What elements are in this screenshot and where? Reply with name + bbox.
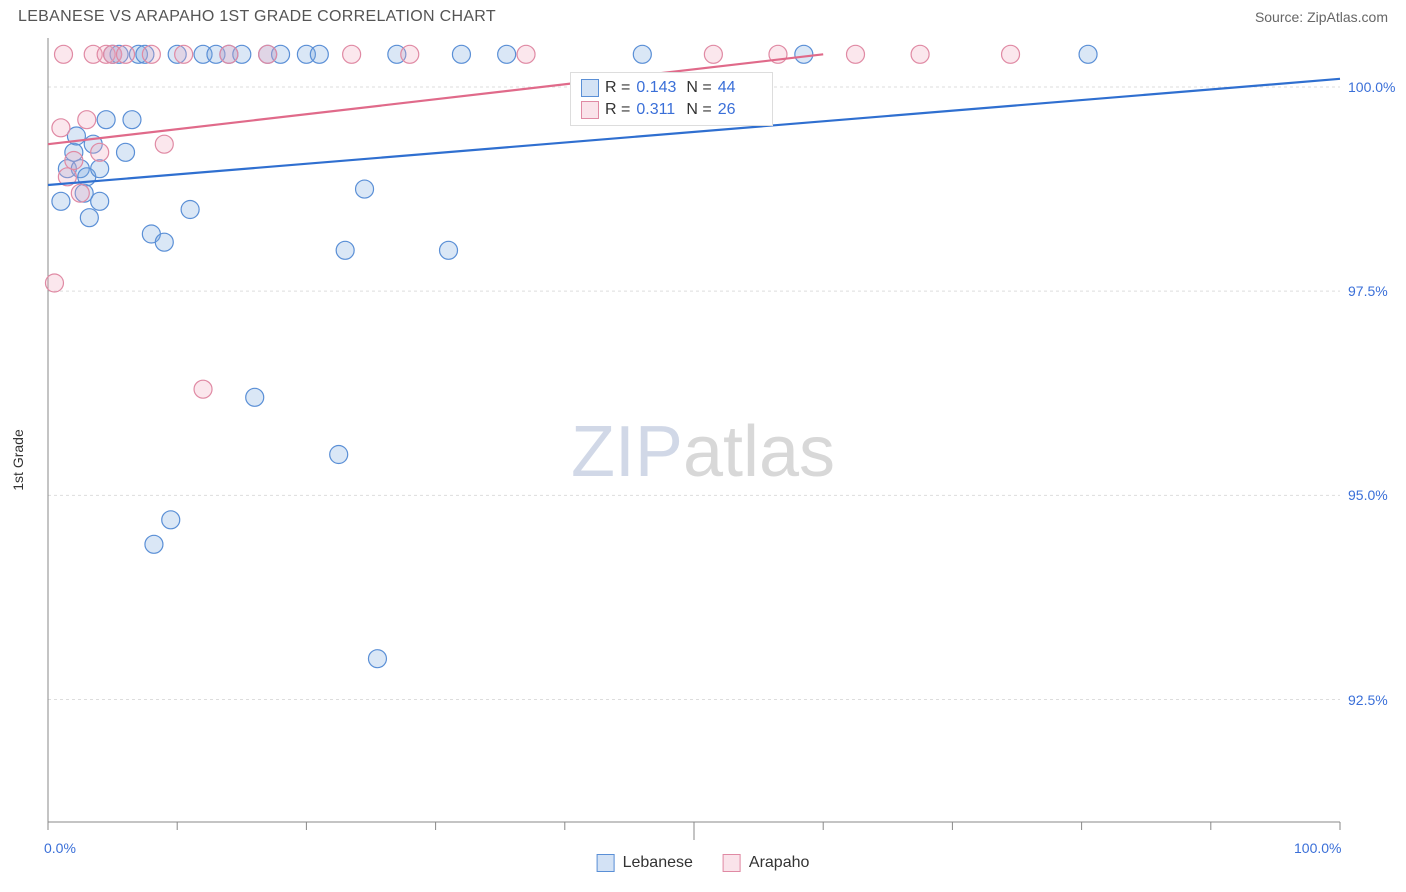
data-point [117,45,135,63]
r-label: R = [605,101,630,119]
data-point [330,446,348,464]
data-point [498,45,516,63]
data-point [155,135,173,153]
r-label: R = [605,79,630,97]
data-point [65,152,83,170]
data-point [181,201,199,219]
data-point [97,111,115,129]
legend-swatch [581,79,599,97]
data-point [117,143,135,161]
n-label: N = [686,79,711,97]
series-legend-item: Arapaho [723,854,810,872]
data-point [194,380,212,398]
n-label: N = [686,101,711,119]
r-value: 0.143 [636,79,680,97]
data-point [368,650,386,668]
header: LEBANESE VS ARAPAHO 1ST GRADE CORRELATIO… [0,0,1406,32]
data-point [401,45,419,63]
stats-legend-row: R = 0.143 N = 44 [581,77,762,99]
series-name: Lebanese [623,854,693,872]
chart-title: LEBANESE VS ARAPAHO 1ST GRADE CORRELATIO… [18,8,496,26]
y-tick-label: 95.0% [1348,487,1388,503]
data-point [336,241,354,259]
data-point [91,192,109,210]
data-point [847,45,865,63]
data-point [704,45,722,63]
data-point [356,180,374,198]
x-tick-label: 100.0% [1294,840,1341,856]
stats-legend-row: R = 0.311 N = 26 [581,99,762,121]
plot-wrapper: 1st Grade ZIPatlas R =0.143N =44R =0.311… [0,32,1406,888]
data-point [452,45,470,63]
data-point [310,45,328,63]
data-point [123,111,141,129]
data-point [52,192,70,210]
y-tick-label: 92.5% [1348,692,1388,708]
r-value: 0.311 [636,101,680,119]
data-point [78,111,96,129]
data-point [71,184,89,202]
data-point [343,45,361,63]
source-prefix: Source: [1255,9,1307,25]
data-point [1002,45,1020,63]
y-tick-label: 97.5% [1348,283,1388,299]
data-point [220,45,238,63]
data-point [162,511,180,529]
data-point [45,274,63,292]
n-value: 26 [718,101,762,119]
series-legend-item: Lebanese [597,854,693,872]
data-point [145,535,163,553]
source-label: Source: ZipAtlas.com [1255,9,1388,25]
series-legend: Lebanese Arapaho [597,854,810,872]
data-point [142,45,160,63]
data-point [1079,45,1097,63]
data-point [91,160,109,178]
legend-swatch [723,854,741,872]
data-point [55,45,73,63]
data-point [633,45,651,63]
y-tick-label: 100.0% [1348,79,1395,95]
data-point [911,45,929,63]
data-point [246,388,264,406]
data-point [52,119,70,137]
series-name: Arapaho [749,854,810,872]
data-point [155,233,173,251]
legend-swatch [597,854,615,872]
source-link[interactable]: ZipAtlas.com [1307,9,1388,25]
data-point [440,241,458,259]
data-point [259,45,277,63]
data-point [517,45,535,63]
scatter-plot [0,32,1406,888]
data-point [795,45,813,63]
x-tick-label: 0.0% [44,840,76,856]
data-point [175,45,193,63]
data-point [91,143,109,161]
n-value: 44 [718,79,762,97]
legend-swatch [581,101,599,119]
stats-legend-box: R = 0.143 N = 44 R = 0.311 N = 26 [570,72,773,126]
data-point [80,209,98,227]
